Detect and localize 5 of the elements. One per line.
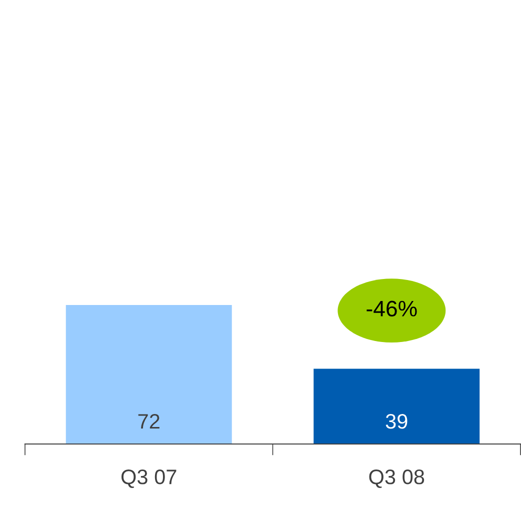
annotation: -46% bbox=[366, 300, 417, 317]
data-label: 72 bbox=[138, 414, 160, 429]
data-label: 39 bbox=[386, 414, 408, 429]
x-tick-label: Q3 07 bbox=[121, 470, 176, 488]
x-tick-label: Q3 08 bbox=[369, 470, 424, 488]
